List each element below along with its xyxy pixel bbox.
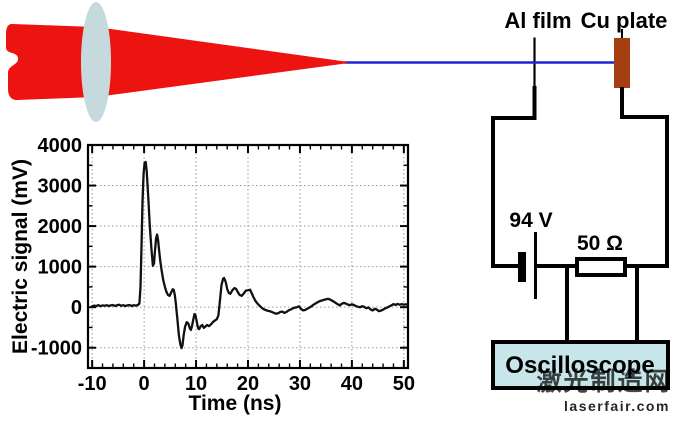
y-tick-label: 1000 [38, 257, 83, 279]
y-tick-label: -1000 [31, 338, 82, 360]
signal-chart: -10 0 10 20 30 40 50 -1000 0 1000 2000 3000 4000 Time… [9, 135, 415, 415]
battery-symbol [518, 232, 537, 299]
x-tick-label: 0 [139, 373, 150, 395]
watermark-site: laserfair.com [564, 398, 670, 414]
voltage-label: 94 V [509, 209, 552, 232]
x-tick-label: 30 [289, 373, 311, 395]
oscilloscope-label: Oscilloscope [505, 352, 654, 379]
oscilloscope-box [491, 340, 670, 390]
signal-trace [91, 160, 410, 350]
x-tick-label: 20 [237, 373, 259, 395]
cu-plate [614, 38, 630, 88]
x-tick-label: 10 [185, 373, 207, 395]
y-tick-label: 4000 [38, 135, 83, 157]
wire-right [620, 87, 669, 268]
y-tick-label: 3000 [38, 176, 83, 198]
watermark-cn: 激光制造网 [536, 367, 671, 396]
y-tick-label: 0 [71, 297, 82, 319]
y-axis-title: Electric signal (mV) [9, 159, 32, 354]
chart-frame [86, 143, 410, 370]
x-tick-label: -10 [78, 373, 107, 395]
resistance-label: 50 Ω [577, 232, 623, 255]
al-film-label: Al film [504, 8, 571, 33]
x-axis-title: Time (ns) [189, 392, 282, 415]
y-tick-label: 2000 [38, 216, 83, 238]
wire-left [491, 86, 537, 268]
circuit-wires [491, 86, 669, 344]
battery-short-plate [518, 252, 526, 282]
x-tick-label: 40 [341, 373, 363, 395]
cu-plate-label: Cu plate [581, 8, 668, 33]
focusing-lens [81, 2, 111, 122]
x-tick-label: 50 [393, 373, 415, 395]
laser-beam [6, 24, 347, 100]
resistor-box [575, 257, 627, 277]
